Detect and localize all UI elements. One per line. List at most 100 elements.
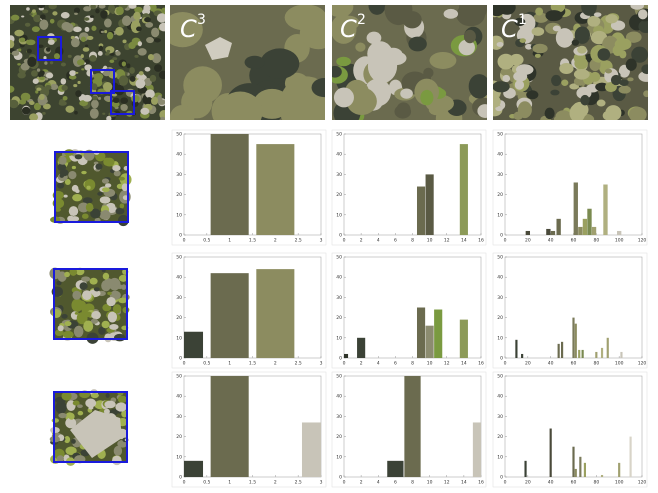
texture-blob (638, 9, 648, 20)
y-tick-label: 0 (179, 356, 182, 362)
texture-blob (52, 11, 58, 16)
texture-blob (593, 12, 602, 17)
texture-blob (625, 58, 637, 71)
x-tick-label: 12 (444, 480, 450, 486)
x-tick-label: 4 (377, 238, 380, 244)
texture-blob (41, 9, 49, 14)
texture-blob (56, 182, 65, 189)
texture-blob (67, 54, 72, 58)
texture-blob (58, 100, 67, 106)
texture-blob (519, 38, 527, 43)
stone (70, 410, 122, 458)
texture-blob (26, 7, 30, 11)
texture-blob (100, 209, 111, 221)
texture (49, 267, 130, 344)
texture-blob (104, 18, 112, 28)
texture-blob (17, 63, 21, 66)
bar (256, 269, 295, 358)
texture-blob (91, 99, 99, 109)
texture (332, 5, 487, 120)
texture-blob (135, 78, 146, 89)
texture-blob (627, 77, 634, 82)
texture-blob (64, 436, 71, 444)
x-tick-label: 2.5 (295, 361, 302, 367)
texture-blob (423, 67, 434, 78)
texture-blob (156, 13, 165, 23)
y-tick-label: 50 (176, 374, 182, 380)
bar (574, 323, 577, 358)
texture-blob (32, 78, 39, 84)
texture-blob (49, 61, 54, 65)
texture-blob (31, 26, 40, 33)
texture-blob (102, 70, 111, 77)
y-tick-label: 0 (339, 356, 342, 362)
bar (387, 460, 404, 477)
texture-blob (125, 45, 129, 49)
bar (404, 376, 421, 477)
y-tick-label: 20 (497, 192, 503, 198)
x-tick-label: 100 (615, 361, 624, 367)
y-tick-label: 30 (336, 172, 342, 178)
texture-blob (36, 87, 42, 91)
y-tick-label: 0 (179, 233, 182, 239)
texture-blob (104, 30, 108, 34)
texture-blob (502, 74, 511, 83)
texture-blob (628, 106, 647, 120)
x-tick-label: 14 (461, 361, 467, 367)
texture-blob (86, 185, 91, 190)
x-tick-label: 2 (274, 238, 277, 244)
texture-blob (605, 68, 612, 74)
thumb-frame (53, 391, 128, 463)
texture-blob (42, 103, 51, 110)
texture-blob (64, 271, 70, 278)
texture-blob (45, 72, 54, 79)
bar (603, 184, 608, 235)
texture-blob (92, 95, 98, 101)
texture-blob (76, 312, 88, 325)
texture-blob (65, 105, 75, 113)
texture-blob (118, 176, 125, 181)
texture-blob (101, 178, 110, 184)
texture-blob (631, 46, 648, 63)
texture-blob (50, 83, 59, 91)
y-tick-label: 40 (336, 394, 342, 400)
y-tick-label: 50 (497, 374, 503, 380)
texture-blob (72, 290, 82, 300)
texture-blob (106, 31, 114, 40)
texture-blob (561, 79, 569, 87)
x-tick-label: 4 (377, 480, 380, 486)
texture-blob (81, 276, 91, 282)
x-tick-label: 60 (571, 361, 577, 367)
texture-blob (48, 5, 57, 10)
texture-blob (44, 77, 49, 81)
texture-blob (112, 165, 121, 172)
y-tick-label: 0 (339, 233, 342, 239)
texture-blob (514, 80, 525, 90)
bar (620, 351, 623, 358)
bar (357, 337, 366, 358)
x-tick-label: 14 (461, 480, 467, 486)
texture-blob (121, 61, 127, 67)
y-tick-label: 10 (497, 454, 503, 460)
texture-blob (115, 207, 125, 215)
texture-blob (400, 88, 413, 99)
x-tick-label: 20 (525, 361, 531, 367)
y-tick-label: 50 (336, 255, 342, 261)
y-tick-label: 10 (336, 335, 342, 341)
texture-blob (555, 110, 572, 120)
texture-blob (112, 455, 122, 466)
texture-blob (143, 77, 152, 87)
texture-blob (509, 53, 524, 66)
plot-frame (492, 371, 648, 488)
bar (600, 347, 604, 358)
y-tick-label: 10 (176, 454, 182, 460)
texture-blob (368, 5, 386, 15)
texture-blob (610, 74, 622, 86)
texture-blob (93, 287, 100, 292)
texture-blob (147, 97, 152, 101)
bar (579, 456, 582, 477)
x-tick-label: 8 (411, 238, 414, 244)
bar (560, 341, 564, 358)
x-tick-label: 80 (593, 361, 599, 367)
bar (459, 144, 468, 235)
